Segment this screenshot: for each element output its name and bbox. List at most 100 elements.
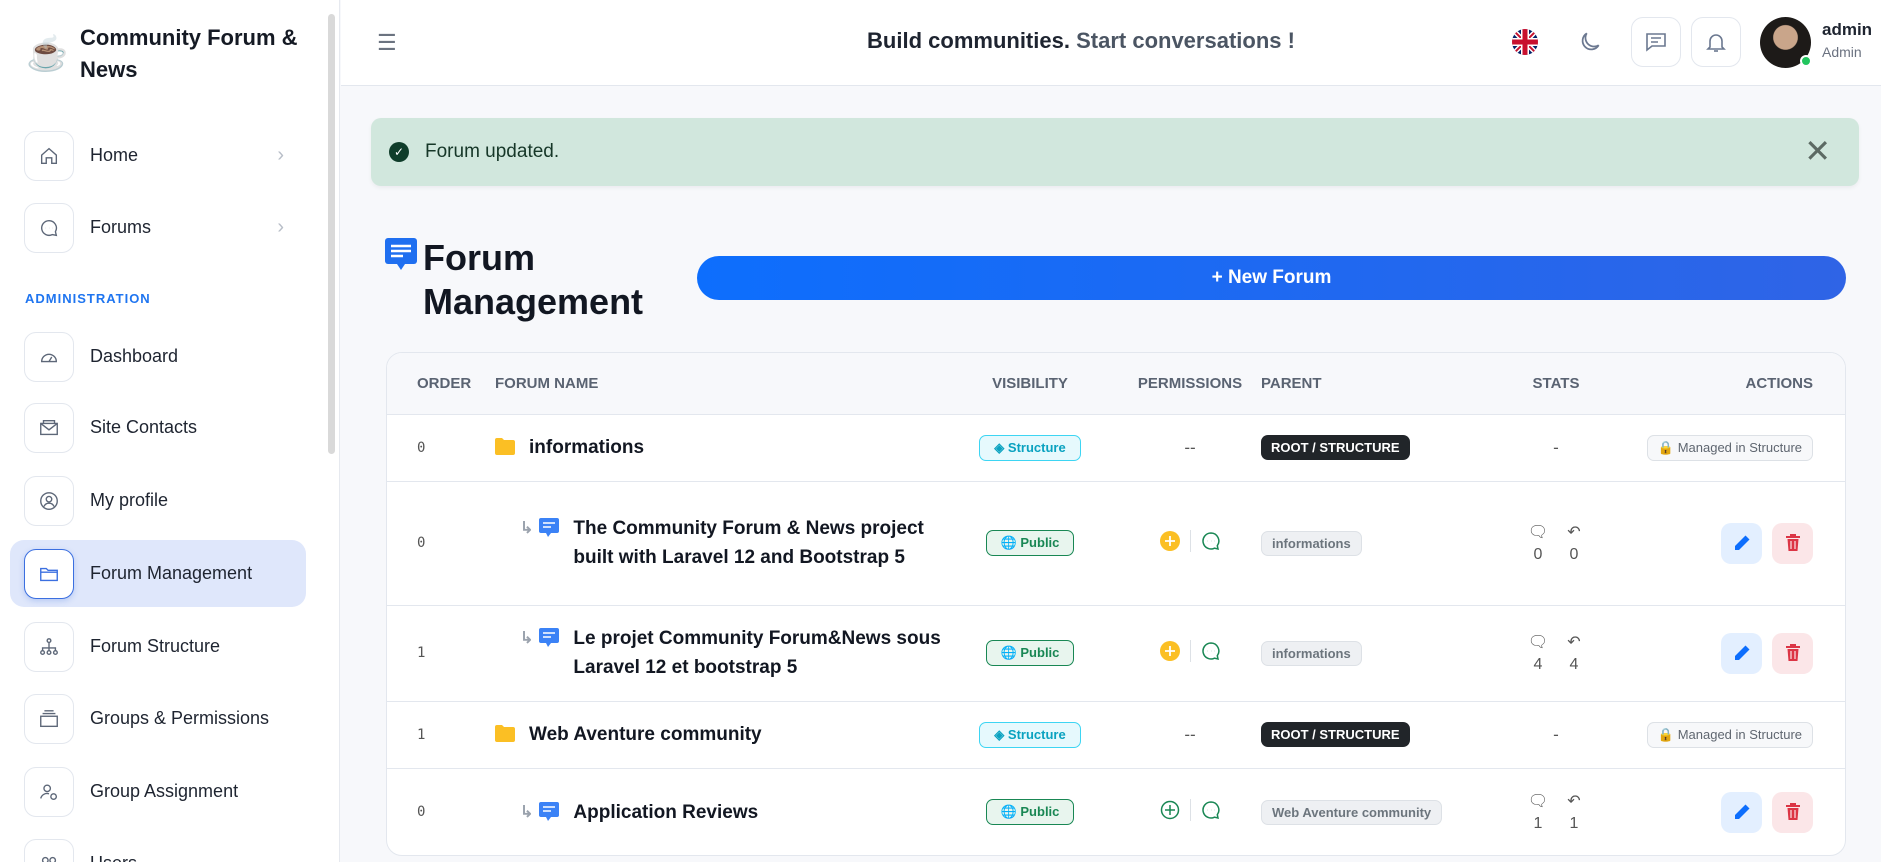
sidebar-item-groups-permissions[interactable]: Groups & Permissions bbox=[10, 685, 306, 752]
uk-flag-icon bbox=[1512, 29, 1538, 55]
messages-button[interactable] bbox=[1631, 17, 1681, 67]
plus-circle-icon[interactable] bbox=[1159, 531, 1180, 551]
parent-badge: Web Aventure community bbox=[1261, 799, 1443, 825]
forum-name[interactable]: The Community Forum & News project built… bbox=[573, 518, 924, 568]
topics-count: 4 bbox=[1533, 656, 1543, 673]
forum-chat-icon bbox=[539, 518, 560, 537]
users-icon bbox=[24, 838, 74, 862]
tagline-part-2: Start conversations ! bbox=[1076, 28, 1295, 53]
plus-circle-icon[interactable] bbox=[1159, 641, 1180, 661]
table-row: 1 Web Aventure community ◈ Structure -- … bbox=[387, 701, 1845, 769]
notifications-button[interactable] bbox=[1691, 17, 1741, 67]
forum-chat-icon bbox=[539, 628, 560, 647]
table-row: 1 ↳ Le projet Community Forum&News sous L… bbox=[387, 605, 1845, 702]
sidebar-item-dashboard[interactable]: Dashboard bbox=[10, 323, 306, 390]
collection-icon bbox=[24, 693, 74, 744]
col-stats: STATS bbox=[1471, 353, 1641, 415]
delete-button[interactable] bbox=[1772, 522, 1813, 564]
bell-icon bbox=[1706, 34, 1726, 52]
globe-icon: 🌐 bbox=[1000, 804, 1017, 819]
trash-icon bbox=[1785, 803, 1800, 820]
comment-dots-icon[interactable] bbox=[1201, 800, 1221, 820]
delete-button[interactable] bbox=[1772, 791, 1813, 833]
sidebar-item-my-profile[interactable]: My profile bbox=[10, 467, 306, 534]
visibility-text: Structure bbox=[1007, 439, 1066, 455]
sidebar-item-home[interactable]: Home › bbox=[10, 122, 306, 189]
menu-toggle-icon[interactable]: ☰ bbox=[377, 30, 397, 55]
trash-icon bbox=[1785, 534, 1800, 551]
parent-badge: ROOT / STRUCTURE bbox=[1261, 722, 1410, 747]
page-title: Forum Management bbox=[385, 236, 683, 324]
order-value: 0 bbox=[387, 481, 495, 606]
forum-name-cell: ↳ Application Reviews bbox=[495, 768, 941, 855]
folder-icon bbox=[24, 548, 74, 599]
stats-empty: - bbox=[1553, 724, 1559, 744]
gauge-icon bbox=[24, 331, 74, 382]
parent-badge: informations bbox=[1261, 530, 1362, 556]
check-circle-icon: ✓ bbox=[389, 142, 409, 162]
sidebar-item-group-assignment[interactable]: Group Assignment bbox=[10, 758, 306, 825]
edit-button[interactable] bbox=[1721, 632, 1762, 674]
forum-name-cell: informations bbox=[495, 414, 941, 482]
reply-icon: ↶ bbox=[1567, 524, 1581, 541]
category-name[interactable]: Web Aventure community bbox=[529, 724, 762, 745]
user-name[interactable]: admin bbox=[1822, 20, 1873, 39]
order-value: 1 bbox=[387, 605, 495, 702]
col-parent: PARENT bbox=[1261, 353, 1471, 415]
topics-icon: 🗨 bbox=[1527, 524, 1549, 541]
online-status-dot bbox=[1800, 55, 1812, 67]
edit-button[interactable] bbox=[1721, 522, 1762, 564]
user-circle-icon bbox=[24, 475, 74, 526]
sidebar: ☕ Community Forum & News ADMINISTRATION … bbox=[0, 0, 340, 862]
folder-icon bbox=[495, 438, 515, 455]
sidebar-item-forums[interactable]: Forums › bbox=[10, 194, 306, 261]
child-arrow-icon: ↳ bbox=[520, 520, 534, 537]
comment-dots-icon[interactable] bbox=[1201, 531, 1221, 551]
lock-icon: 🔒 bbox=[1657, 439, 1675, 455]
replies-count: 1 bbox=[1569, 815, 1579, 832]
table-row: 0 informations ◈ Structure -- ROOT / STR… bbox=[387, 414, 1845, 482]
col-permissions: PERMISSIONS bbox=[1119, 353, 1261, 415]
comment-dots-icon[interactable] bbox=[1201, 641, 1221, 661]
category-name[interactable]: informations bbox=[529, 437, 645, 458]
language-button[interactable] bbox=[1500, 17, 1550, 67]
new-forum-button[interactable]: + New Forum bbox=[697, 256, 1846, 300]
replies-count: 0 bbox=[1569, 546, 1579, 563]
divider bbox=[1189, 640, 1191, 662]
sidebar-item-site-contacts[interactable]: Site Contacts bbox=[10, 394, 306, 461]
visibility-badge: ◈ Structure bbox=[979, 721, 1081, 748]
edit-button[interactable] bbox=[1721, 791, 1762, 833]
topics-count: 1 bbox=[1533, 815, 1543, 832]
delete-button[interactable] bbox=[1772, 632, 1813, 674]
forum-name-cell: Web Aventure community bbox=[495, 701, 941, 769]
dark-mode-button[interactable] bbox=[1565, 17, 1615, 67]
moon-icon bbox=[1581, 32, 1600, 51]
sidebar-item-label: Group Assignment bbox=[90, 781, 239, 801]
chat-icon bbox=[24, 202, 74, 253]
stats-empty: - bbox=[1553, 437, 1559, 457]
pencil-icon bbox=[1734, 535, 1749, 550]
child-arrow-icon: ↳ bbox=[520, 803, 534, 821]
child-arrow-icon: ↳ bbox=[520, 630, 534, 647]
brand-title[interactable]: Community Forum & News bbox=[80, 25, 298, 82]
sidebar-scrollbar[interactable] bbox=[328, 14, 335, 454]
sidebar-item-forum-management[interactable]: Forum Management bbox=[10, 540, 306, 607]
layers-icon: ◈ bbox=[994, 439, 1005, 455]
sidebar-item-label: Site Contacts bbox=[90, 417, 198, 437]
parent-badge: ROOT / STRUCTURE bbox=[1261, 435, 1410, 460]
forum-chat-icon bbox=[385, 238, 417, 270]
close-alert-button[interactable]: ✕ bbox=[1804, 133, 1831, 169]
managed-text: Managed in Structure bbox=[1677, 726, 1802, 742]
globe-icon: 🌐 bbox=[1000, 535, 1017, 550]
tagline: Build communities. Start conversations ! bbox=[341, 28, 1881, 54]
sidebar-item-users[interactable]: Users bbox=[10, 830, 306, 862]
sidebar-item-label: Users bbox=[90, 853, 137, 862]
forum-name[interactable]: Application Reviews bbox=[573, 801, 759, 823]
alert-message: Forum updated. bbox=[425, 141, 560, 162]
topics-icon: 🗨 bbox=[1527, 634, 1549, 651]
sidebar-item-forum-structure[interactable]: Forum Structure bbox=[10, 613, 306, 680]
forum-name[interactable]: Le projet Community Forum&News sous Lara… bbox=[573, 628, 941, 678]
managed-in-structure-badge: 🔒 Managed in Structure bbox=[1646, 721, 1813, 748]
plus-circle-outline-icon[interactable] bbox=[1160, 800, 1180, 820]
sitemap-icon bbox=[24, 621, 74, 672]
